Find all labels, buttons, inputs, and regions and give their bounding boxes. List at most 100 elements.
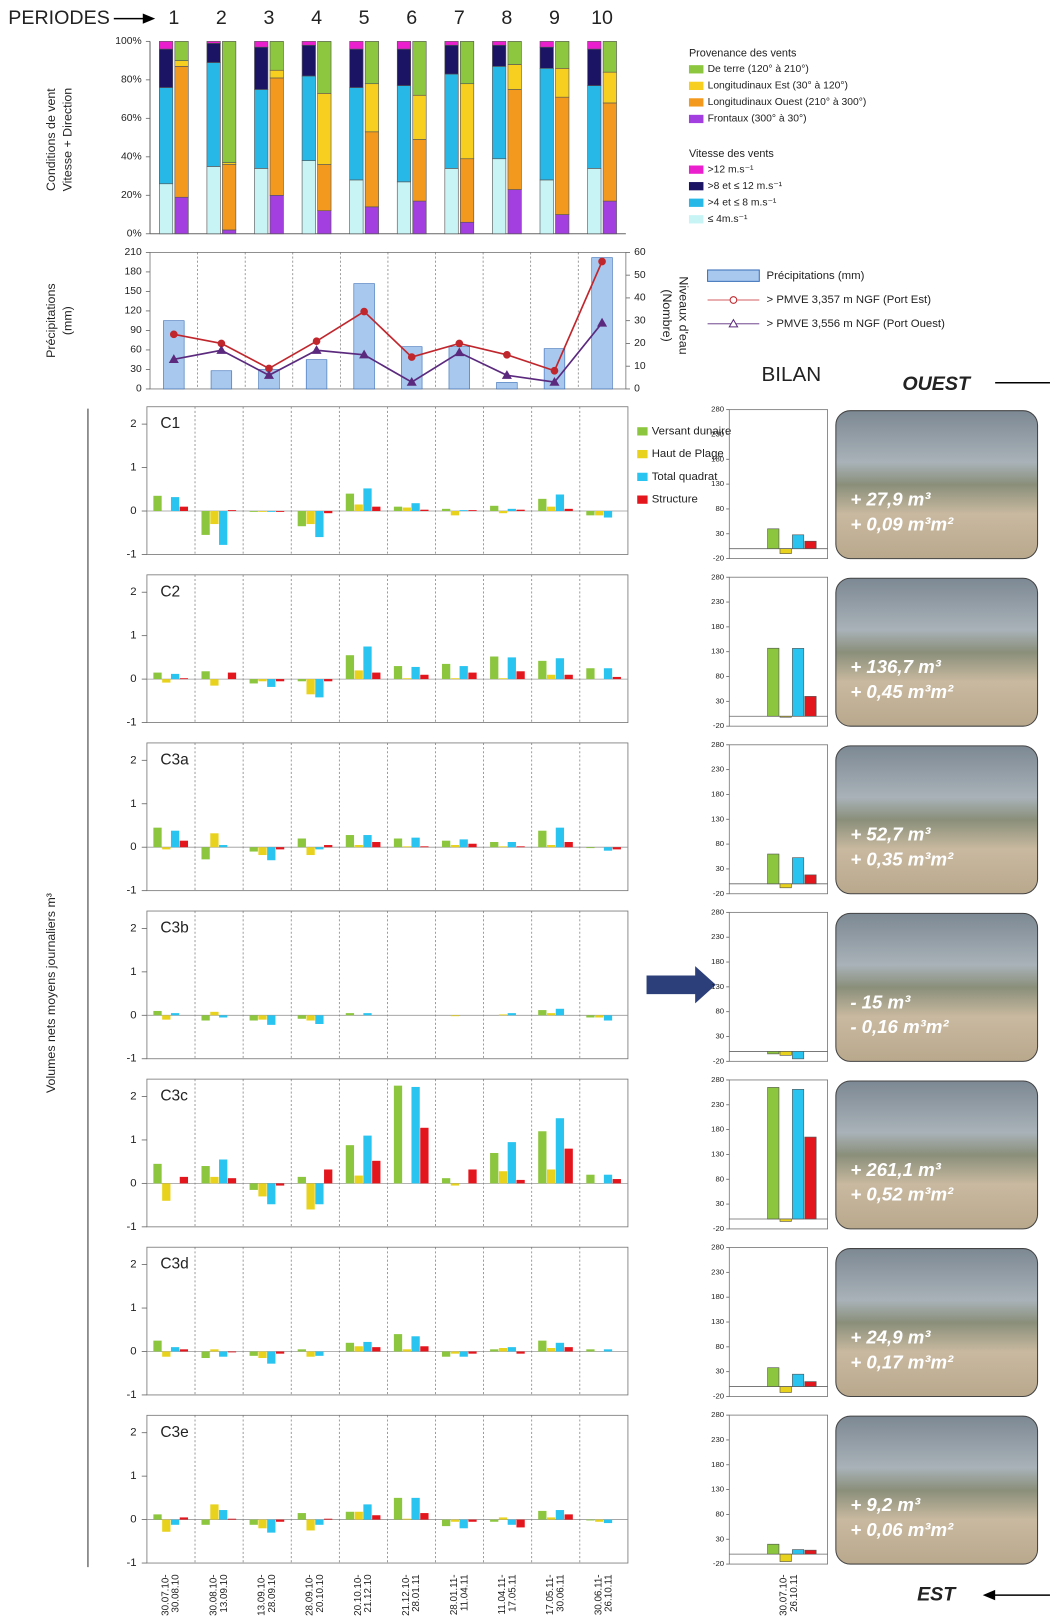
level-marker: [503, 350, 511, 359]
volume-bar: [420, 1346, 429, 1352]
volume-bar: [468, 672, 477, 680]
tick-label: 2: [130, 586, 136, 598]
period-date: 28.09.10-: [305, 1574, 316, 1615]
volume-bar: [441, 840, 451, 848]
volume-bar: [153, 1340, 162, 1352]
volume-bar: [546, 1348, 556, 1352]
volume-bar: [179, 1176, 189, 1184]
speed-segment: [587, 168, 602, 235]
volume-bar: [227, 510, 237, 512]
tick-label: 180: [125, 267, 142, 278]
volume-bar: [586, 1519, 595, 1521]
tick-label: 180: [711, 622, 724, 631]
volume-bar: [498, 678, 508, 680]
volume-bar: [420, 1127, 429, 1184]
legend-swatch: [688, 114, 704, 124]
volume-bar: [162, 1351, 171, 1357]
volume-bar: [555, 1510, 565, 1520]
tick-label: 80: [716, 672, 725, 681]
volume-bar: [267, 847, 276, 861]
tick-label: -20: [713, 721, 724, 730]
tick-label: 1: [130, 462, 136, 474]
volume-bar: [402, 1518, 411, 1520]
volume-bar: [546, 1169, 556, 1184]
tick-label: -1: [126, 1557, 136, 1569]
volume-bar: [516, 1179, 525, 1184]
precip-bar: [496, 382, 518, 390]
period-date: 20.10.10: [315, 1574, 326, 1613]
legend-label: >4 et ≤ 8 m.s⁻¹: [708, 197, 777, 208]
y-axis-label: Vitesse + Direction: [61, 88, 75, 192]
panel-title: C3b: [160, 920, 188, 937]
volume-bar: [538, 1131, 547, 1184]
tick-label: 80: [716, 1007, 725, 1016]
volume-bar: [267, 679, 276, 687]
tick-label: 0: [130, 505, 136, 517]
tick-label: 2: [130, 418, 136, 430]
direction-segment: [317, 210, 332, 235]
tick-label: -20: [713, 1559, 724, 1568]
volume-bar: [450, 845, 460, 848]
y2-axis-label: Niveaux d'eau: [676, 276, 690, 354]
speed-segment: [587, 41, 602, 50]
photo: [835, 1080, 1039, 1230]
speed-segment: [396, 41, 412, 50]
period-date: 13.09.10-: [257, 1574, 268, 1615]
tick-label: 1: [130, 1470, 136, 1482]
tick-label: 90: [130, 325, 142, 336]
volume-bar: [586, 1015, 595, 1018]
volume-bar: [275, 1519, 285, 1522]
volume-bar: [363, 1013, 372, 1016]
volume-bar: [564, 841, 573, 848]
precip-bar: [305, 359, 328, 390]
volume-bar: [393, 1497, 403, 1520]
volume-bar: [153, 495, 162, 512]
volume-bar: [603, 1519, 613, 1524]
period-number: 4: [311, 7, 322, 29]
volume-bar: [219, 511, 228, 545]
volume-bar: [162, 1015, 171, 1020]
tick-label: 280: [711, 907, 724, 916]
volume-bar: [324, 679, 333, 682]
volume-bar: [420, 1513, 429, 1520]
direction-segment: [222, 229, 237, 235]
volume-bar: [546, 1517, 556, 1520]
tick-label: 30: [716, 696, 725, 705]
volume-bar: [564, 1514, 573, 1520]
volume-bar: [498, 1014, 508, 1016]
speed-segment: [301, 75, 316, 161]
panel-title: C3c: [160, 1088, 188, 1105]
volume-bar: [354, 670, 363, 680]
direction-segment: [269, 41, 284, 71]
level-marker: [598, 257, 606, 266]
volume-bar: [603, 1349, 613, 1352]
tick-label: 30: [716, 1199, 725, 1208]
volume-bar: [564, 1347, 573, 1352]
bilan-bar: [767, 1051, 780, 1055]
volume-bar: [393, 666, 403, 680]
tick-label: 40: [634, 293, 646, 304]
speed-segment: [444, 41, 459, 46]
volume-bar: [538, 1340, 547, 1352]
volume-bar: [468, 1169, 477, 1184]
volume-bar: [153, 827, 162, 848]
level-marker: [406, 376, 417, 386]
volume-bar: [459, 1519, 468, 1529]
volume-bar: [393, 838, 403, 848]
tick-label: 0: [130, 673, 136, 685]
speed-segment: [254, 168, 269, 235]
direction-segment: [174, 41, 189, 61]
volume-bar: [490, 1519, 499, 1522]
tick-label: 0%: [127, 229, 142, 240]
direction-segment: [269, 69, 284, 79]
tick-label: 0: [130, 1009, 136, 1021]
volume-bar: [306, 1519, 315, 1531]
direction-segment: [317, 41, 332, 94]
direction-segment: [412, 94, 427, 140]
speed-segment: [349, 41, 364, 50]
volume-bar: [603, 511, 613, 518]
tick-label: 2: [130, 922, 136, 934]
volume-bar: [162, 1183, 171, 1201]
photo-annotation: - 15 m³: [850, 991, 911, 1012]
legend-label: Versant dunaire: [652, 425, 732, 437]
